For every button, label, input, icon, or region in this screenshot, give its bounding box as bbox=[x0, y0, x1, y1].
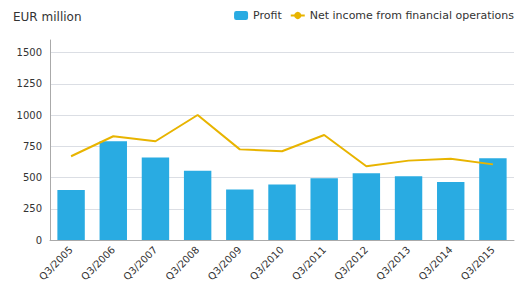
svg-text:1250: 1250 bbox=[17, 78, 42, 89]
svg-text:250: 250 bbox=[23, 203, 42, 214]
svg-text:Q3/2015: Q3/2015 bbox=[459, 244, 497, 282]
svg-text:Q3/2008: Q3/2008 bbox=[163, 244, 201, 282]
svg-text:Q3/2009: Q3/2009 bbox=[206, 244, 244, 282]
svg-text:Q3/2007: Q3/2007 bbox=[121, 244, 159, 282]
svg-text:Q3/2005: Q3/2005 bbox=[37, 244, 75, 282]
svg-text:Q3/2011: Q3/2011 bbox=[290, 244, 328, 282]
svg-text:Q3/2013: Q3/2013 bbox=[374, 244, 412, 282]
svg-text:Profit: Profit bbox=[253, 9, 282, 22]
svg-text:Q3/2014: Q3/2014 bbox=[416, 244, 454, 282]
svg-text:1000: 1000 bbox=[17, 110, 42, 121]
svg-text:750: 750 bbox=[23, 141, 42, 152]
svg-text:Q3/2006: Q3/2006 bbox=[79, 244, 117, 282]
svg-text:500: 500 bbox=[23, 172, 42, 183]
svg-text:Q3/2010: Q3/2010 bbox=[248, 244, 286, 282]
svg-text:1500: 1500 bbox=[17, 47, 42, 58]
svg-text:Net income from financial oper: Net income from financial operations bbox=[310, 9, 515, 22]
svg-text:0: 0 bbox=[36, 235, 42, 246]
svg-text:EUR million: EUR million bbox=[13, 10, 82, 24]
svg-text:Q3/2012: Q3/2012 bbox=[332, 244, 370, 282]
